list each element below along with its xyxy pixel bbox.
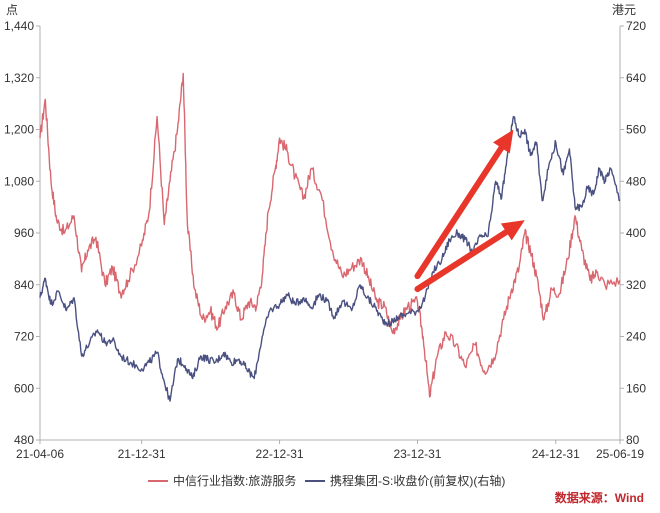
legend-label-travel-index: 中信行业指数:旅游服务 xyxy=(173,473,296,488)
series-line-trip-com xyxy=(39,115,621,402)
legend-label-trip-com: 携程集团-S:收盘价(前复权)(右轴) xyxy=(330,473,505,488)
left-tick-label: 960 xyxy=(14,226,34,240)
left-axis-ticks: 480 600 720 840 960 1,080 1,200 1,320 1,440 xyxy=(4,19,40,447)
right-tick-label: 320 xyxy=(626,278,646,292)
left-tick-label: 720 xyxy=(14,330,34,344)
left-tick-label: 840 xyxy=(14,278,34,292)
x-tick-label: 21-12-31 xyxy=(118,447,166,461)
left-tick-label: 1,440 xyxy=(4,19,34,33)
x-tick-label: 23-12-31 xyxy=(393,447,441,461)
right-tick-label: 160 xyxy=(626,381,646,395)
right-tick-label: 560 xyxy=(626,123,646,137)
legend: 中信行业指数:旅游服务 携程集团-S:收盘价(前复权)(右轴) xyxy=(148,473,505,488)
left-tick-label: 480 xyxy=(14,433,34,447)
annotation-arrow-head-2 xyxy=(500,220,525,241)
right-tick-label: 400 xyxy=(626,226,646,240)
left-tick-label: 1,320 xyxy=(4,71,34,85)
right-tick-label: 480 xyxy=(626,174,646,188)
annotation-arrow-head-1 xyxy=(493,129,514,154)
series-line-travel-index xyxy=(39,72,621,398)
right-tick-label: 80 xyxy=(626,433,640,447)
annotation-arrow-shaft-1 xyxy=(414,144,505,280)
right-tick-label: 240 xyxy=(626,330,646,344)
annotation-arrow-shaft-2 xyxy=(414,228,510,293)
source-note: 数据来源：Wind xyxy=(555,490,644,505)
right-tick-label: 720 xyxy=(626,19,646,33)
annotation-layer xyxy=(414,129,525,293)
left-tick-label: 1,200 xyxy=(4,123,34,137)
right-tick-label: 640 xyxy=(626,71,646,85)
right-axis-unit: 港元 xyxy=(612,3,636,17)
x-tick-label: 22-12-31 xyxy=(256,447,304,461)
x-axis-ticks: 21-04-06 21-12-31 22-12-31 23-12-31 24-12-31… xyxy=(16,440,644,461)
series-layer xyxy=(39,72,621,402)
x-tick-label: 21-04-06 xyxy=(16,447,64,461)
left-tick-label: 600 xyxy=(14,381,34,395)
right-axis-ticks: 80 160 240 320 400 480 560 640 720 xyxy=(620,19,646,447)
left-tick-label: 1,080 xyxy=(4,174,34,188)
x-tick-label: 25-06-19 xyxy=(596,447,644,461)
x-tick-label: 24-12-31 xyxy=(532,447,580,461)
left-axis-unit: 点 xyxy=(6,3,18,17)
